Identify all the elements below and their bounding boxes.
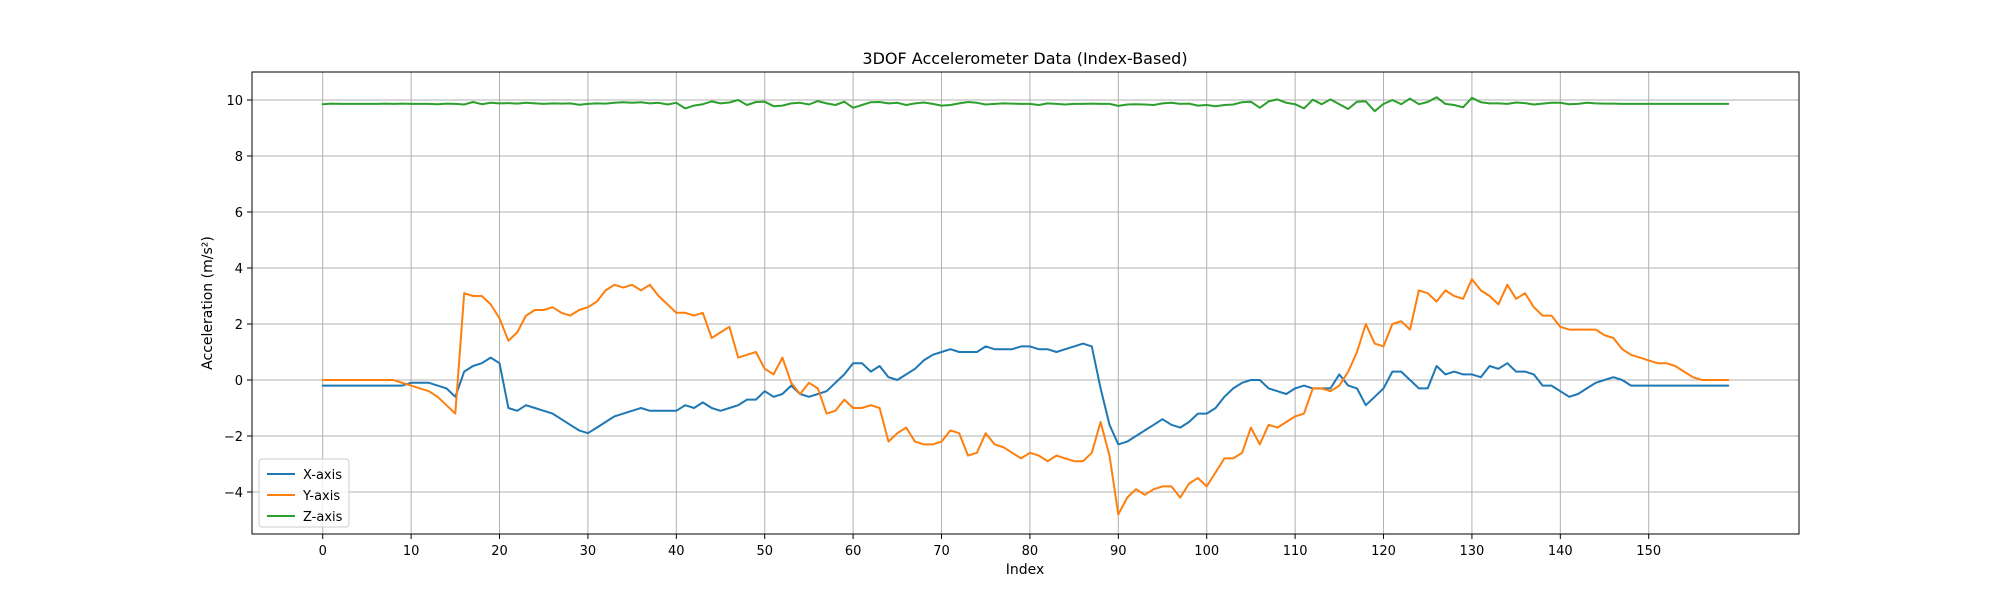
x-tick-label: 140 xyxy=(1548,544,1573,559)
legend-box xyxy=(258,458,350,528)
y-tick-label: −4 xyxy=(224,486,243,501)
x-tick-label: 50 xyxy=(756,544,773,559)
x-tick-label: 80 xyxy=(1022,544,1039,559)
x-tick-label: 100 xyxy=(1194,544,1219,559)
y-axis-label: Acceleration (m/s²) xyxy=(200,236,216,370)
x-axis-ticks: 0 10 20 30 40 50 60 70 80 90 100 110 120 130 140 150 xyxy=(319,534,1661,559)
legend-label-y-axis: Y-axis xyxy=(302,489,340,504)
y-tick-label: −2 xyxy=(224,430,243,445)
x-tick-label: 130 xyxy=(1460,544,1485,559)
series-line-z-axis xyxy=(321,96,1730,113)
chart-title: 3DOF Accelerometer Data (Index-Based) xyxy=(862,49,1187,68)
x-tick-label: 0 xyxy=(319,544,327,559)
x-tick-label: 10 xyxy=(403,544,420,559)
y-tick-label: 2 xyxy=(235,318,243,333)
y-tick-label: 6 xyxy=(235,206,243,221)
y-axis-ticks: −4 −2 0 2 4 6 8 10 xyxy=(224,94,252,501)
x-axis-label: Index xyxy=(1006,562,1045,578)
legend: X-axis Y-axis Z-axis xyxy=(258,458,350,528)
legend-label-z-axis: Z-axis xyxy=(303,510,343,525)
series-lines xyxy=(321,96,1730,516)
x-tick-label: 110 xyxy=(1283,544,1308,559)
plot-frame xyxy=(251,71,1800,535)
y-tick-label: 8 xyxy=(235,150,243,165)
y-tick-label: 0 xyxy=(235,374,243,389)
x-tick-label: 90 xyxy=(1110,544,1127,559)
x-tick-label: 40 xyxy=(668,544,685,559)
series-line-y-axis xyxy=(321,278,1730,516)
x-tick-label: 30 xyxy=(580,544,597,559)
x-tick-label: 60 xyxy=(845,544,862,559)
series-line-x-axis xyxy=(321,342,1730,446)
x-tick-label: 70 xyxy=(933,544,950,559)
x-tick-label: 120 xyxy=(1371,544,1396,559)
x-tick-label: 150 xyxy=(1636,544,1661,559)
y-tick-label: 4 xyxy=(235,262,243,277)
grid-lines xyxy=(252,72,1799,534)
x-tick-label: 20 xyxy=(491,544,508,559)
y-tick-label: 10 xyxy=(226,94,243,109)
legend-label-x-axis: X-axis xyxy=(303,468,342,483)
